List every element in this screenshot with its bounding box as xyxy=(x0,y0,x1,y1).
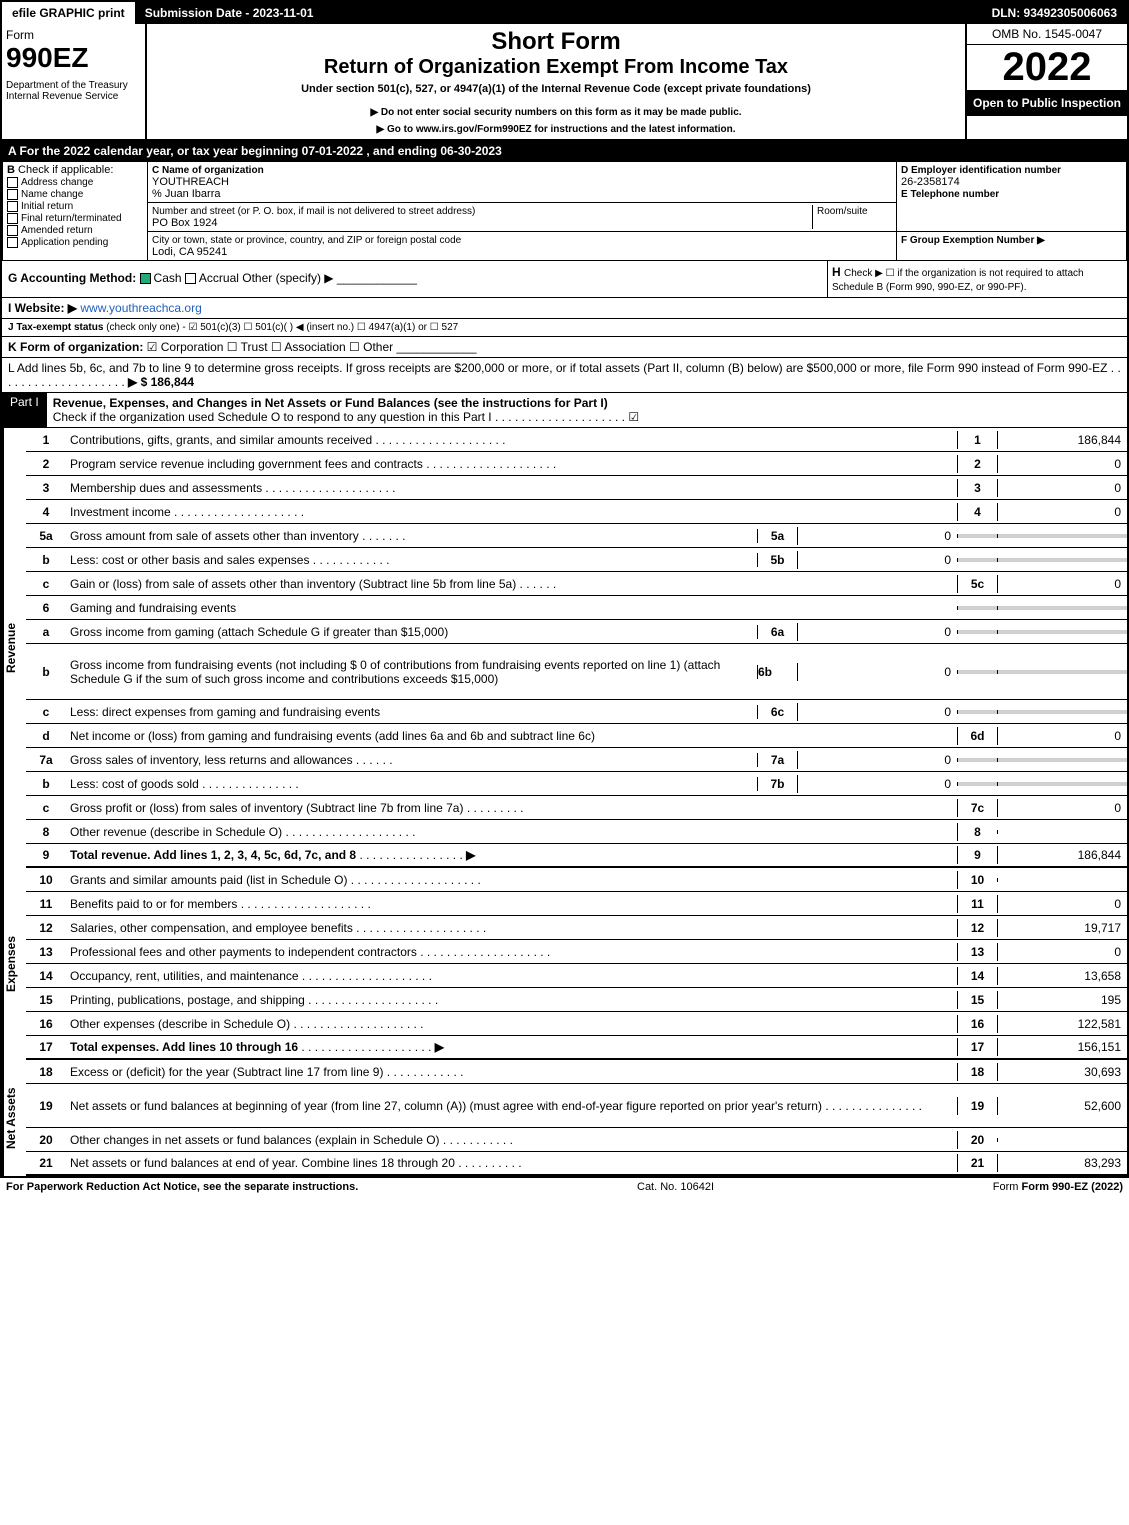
tax-year: 2022 xyxy=(967,45,1127,90)
street-value: PO Box 1924 xyxy=(152,217,217,229)
submission-date: Submission Date - 2023-11-01 xyxy=(135,2,324,24)
addr-change-checkbox[interactable] xyxy=(7,177,18,188)
box-h-text: Check ▶ ☐ if the organization is not req… xyxy=(832,268,1084,293)
part-1-check-text: Check if the organization used Schedule … xyxy=(53,410,492,424)
page-footer: For Paperwork Reduction Act Notice, see … xyxy=(0,1178,1129,1196)
cash-checkbox[interactable] xyxy=(140,273,151,284)
dept-treasury: Department of the Treasury xyxy=(6,80,141,91)
short-form-title: Short Form xyxy=(151,28,961,56)
box-k-label: K Form of organization: xyxy=(8,340,143,354)
city-value: Lodi, CA 95241 xyxy=(152,246,227,258)
final-return-checkbox[interactable] xyxy=(7,213,18,224)
entity-info-table: B Check if applicable: Address change Na… xyxy=(2,161,1127,261)
street-label: Number and street (or P. O. box, if mail… xyxy=(152,206,475,217)
website-link[interactable]: www.youthreachca.org xyxy=(80,301,201,315)
ein-value: 26-2358174 xyxy=(901,176,960,188)
box-d-label: D Employer identification number xyxy=(901,165,1061,176)
box-c-label: C Name of organization xyxy=(152,165,264,176)
form-page: efile GRAPHIC print Submission Date - 20… xyxy=(0,0,1129,1178)
form-word: Form xyxy=(6,28,141,42)
line-1-desc: Contributions, gifts, grants, and simila… xyxy=(66,431,957,449)
form-number: 990EZ xyxy=(6,42,141,74)
city-label: City or town, state or province, country… xyxy=(152,235,461,246)
box-i-label: I Website: ▶ xyxy=(8,301,77,315)
box-b-label: B xyxy=(7,164,15,176)
part-1-title: Revenue, Expenses, and Changes in Net As… xyxy=(53,396,608,410)
net-assets-sidebar: Net Assets xyxy=(2,1060,26,1176)
box-l-text: L Add lines 5b, 6c, and 7b to line 9 to … xyxy=(8,361,1107,375)
org-name: YOUTHREACH xyxy=(152,176,229,188)
footer-left: For Paperwork Reduction Act Notice, see … xyxy=(6,1181,358,1193)
box-j-opts: ☑ 501(c)(3) ☐ 501(c)( ) ◀ (insert no.) ☐… xyxy=(188,322,458,333)
section-a-tax-year: A For the 2022 calendar year, or tax yea… xyxy=(2,141,1127,161)
revenue-sidebar: Revenue xyxy=(2,428,26,868)
irs-label: Internal Revenue Service xyxy=(6,91,141,102)
box-k-opts: ☑ Corporation ☐ Trust ☐ Association ☐ Ot… xyxy=(147,340,393,354)
initial-return-checkbox[interactable] xyxy=(7,201,18,212)
part-1-label: Part I xyxy=(2,393,47,427)
top-bar: efile GRAPHIC print Submission Date - 20… xyxy=(2,2,1127,24)
under-section: Under section 501(c), 527, or 4947(a)(1)… xyxy=(151,83,961,95)
box-e-label: E Telephone number xyxy=(901,189,999,200)
room-label: Room/suite xyxy=(817,206,868,217)
part-1-checked: ☑ xyxy=(628,410,639,424)
goto-link[interactable]: ▶ Go to www.irs.gov/Form990EZ for instru… xyxy=(151,124,961,135)
box-f-label: F Group Exemption Number ▶ xyxy=(901,235,1045,246)
line-1-val: 186,844 xyxy=(997,431,1127,449)
dln: DLN: 93492305006063 xyxy=(982,2,1127,24)
box-b-check: Check if applicable: xyxy=(18,164,113,176)
name-change-checkbox[interactable] xyxy=(7,189,18,200)
open-public-inspection: Open to Public Inspection xyxy=(967,90,1127,116)
net-assets-section: Net Assets 18Excess or (deficit) for the… xyxy=(2,1060,1127,1176)
box-g-label: G Accounting Method: xyxy=(8,271,136,285)
care-of: % Juan Ibarra xyxy=(152,188,220,200)
footer-mid: Cat. No. 10642I xyxy=(637,1181,714,1193)
accrual-checkbox[interactable] xyxy=(185,273,196,284)
expenses-section: Expenses 10Grants and similar amounts pa… xyxy=(2,868,1127,1060)
app-pending-checkbox[interactable] xyxy=(7,237,18,248)
box-j-label: J Tax-exempt status xyxy=(8,322,103,333)
box-l-amount: ▶ $ 186,844 xyxy=(128,375,194,389)
form-header: Form 990EZ Department of the Treasury In… xyxy=(2,24,1127,141)
ssn-warning: ▶ Do not enter social security numbers o… xyxy=(151,107,961,118)
expenses-sidebar: Expenses xyxy=(2,868,26,1060)
footer-right: Form Form 990-EZ (2022) xyxy=(993,1181,1123,1193)
revenue-section: Revenue 1Contributions, gifts, grants, a… xyxy=(2,428,1127,868)
box-h-label: H xyxy=(832,265,841,279)
efile-print[interactable]: efile GRAPHIC print xyxy=(2,2,135,24)
amended-return-checkbox[interactable] xyxy=(7,225,18,236)
omb-number: OMB No. 1545-0047 xyxy=(967,24,1127,45)
return-title: Return of Organization Exempt From Incom… xyxy=(151,56,961,79)
